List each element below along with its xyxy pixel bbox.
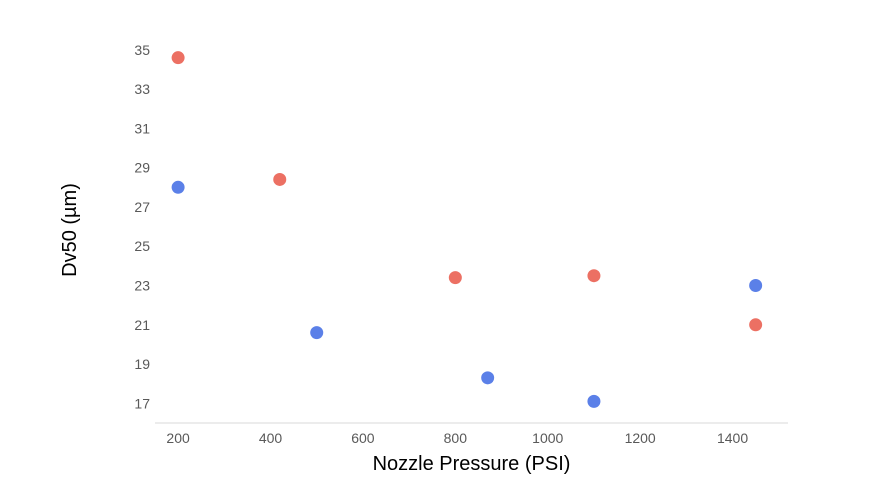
data-point [749, 279, 763, 293]
y-tick-labels: 17 19 21 23 25 27 29 31 33 35 [134, 42, 150, 412]
y-tick-label: 23 [134, 278, 150, 294]
x-tick-label: 1000 [532, 430, 563, 446]
data-point [171, 180, 185, 194]
data-point [310, 326, 324, 340]
x-tick-labels: 200 400 600 800 1000 1200 1400 [166, 430, 748, 446]
y-tick-label: 27 [134, 199, 150, 215]
x-axis-label: Nozzle Pressure (PSI) [373, 453, 571, 475]
x-tick-label: 800 [444, 430, 468, 446]
data-point [587, 269, 601, 283]
data-point [749, 318, 763, 332]
data-point [587, 394, 601, 408]
x-tick-label: 1400 [717, 430, 748, 446]
y-tick-label: 35 [134, 42, 150, 58]
data-point [273, 172, 287, 186]
data-point [481, 371, 495, 385]
data-point [448, 271, 462, 285]
data-point [171, 51, 185, 65]
y-tick-label: 25 [134, 238, 150, 254]
x-tick-label: 200 [166, 430, 190, 446]
x-tick-label: 600 [351, 430, 375, 446]
y-tick-label: 21 [134, 317, 150, 333]
y-tick-label: 29 [134, 160, 150, 176]
y-tick-label: 19 [134, 356, 150, 372]
y-tick-label: 31 [134, 120, 150, 136]
y-tick-label: 33 [134, 81, 150, 97]
y-axis-label: Dv50 (µm) [59, 183, 81, 277]
x-tick-label: 1200 [625, 430, 656, 446]
y-tick-label: 17 [134, 395, 150, 411]
x-tick-label: 400 [259, 430, 283, 446]
data-points [171, 51, 763, 408]
